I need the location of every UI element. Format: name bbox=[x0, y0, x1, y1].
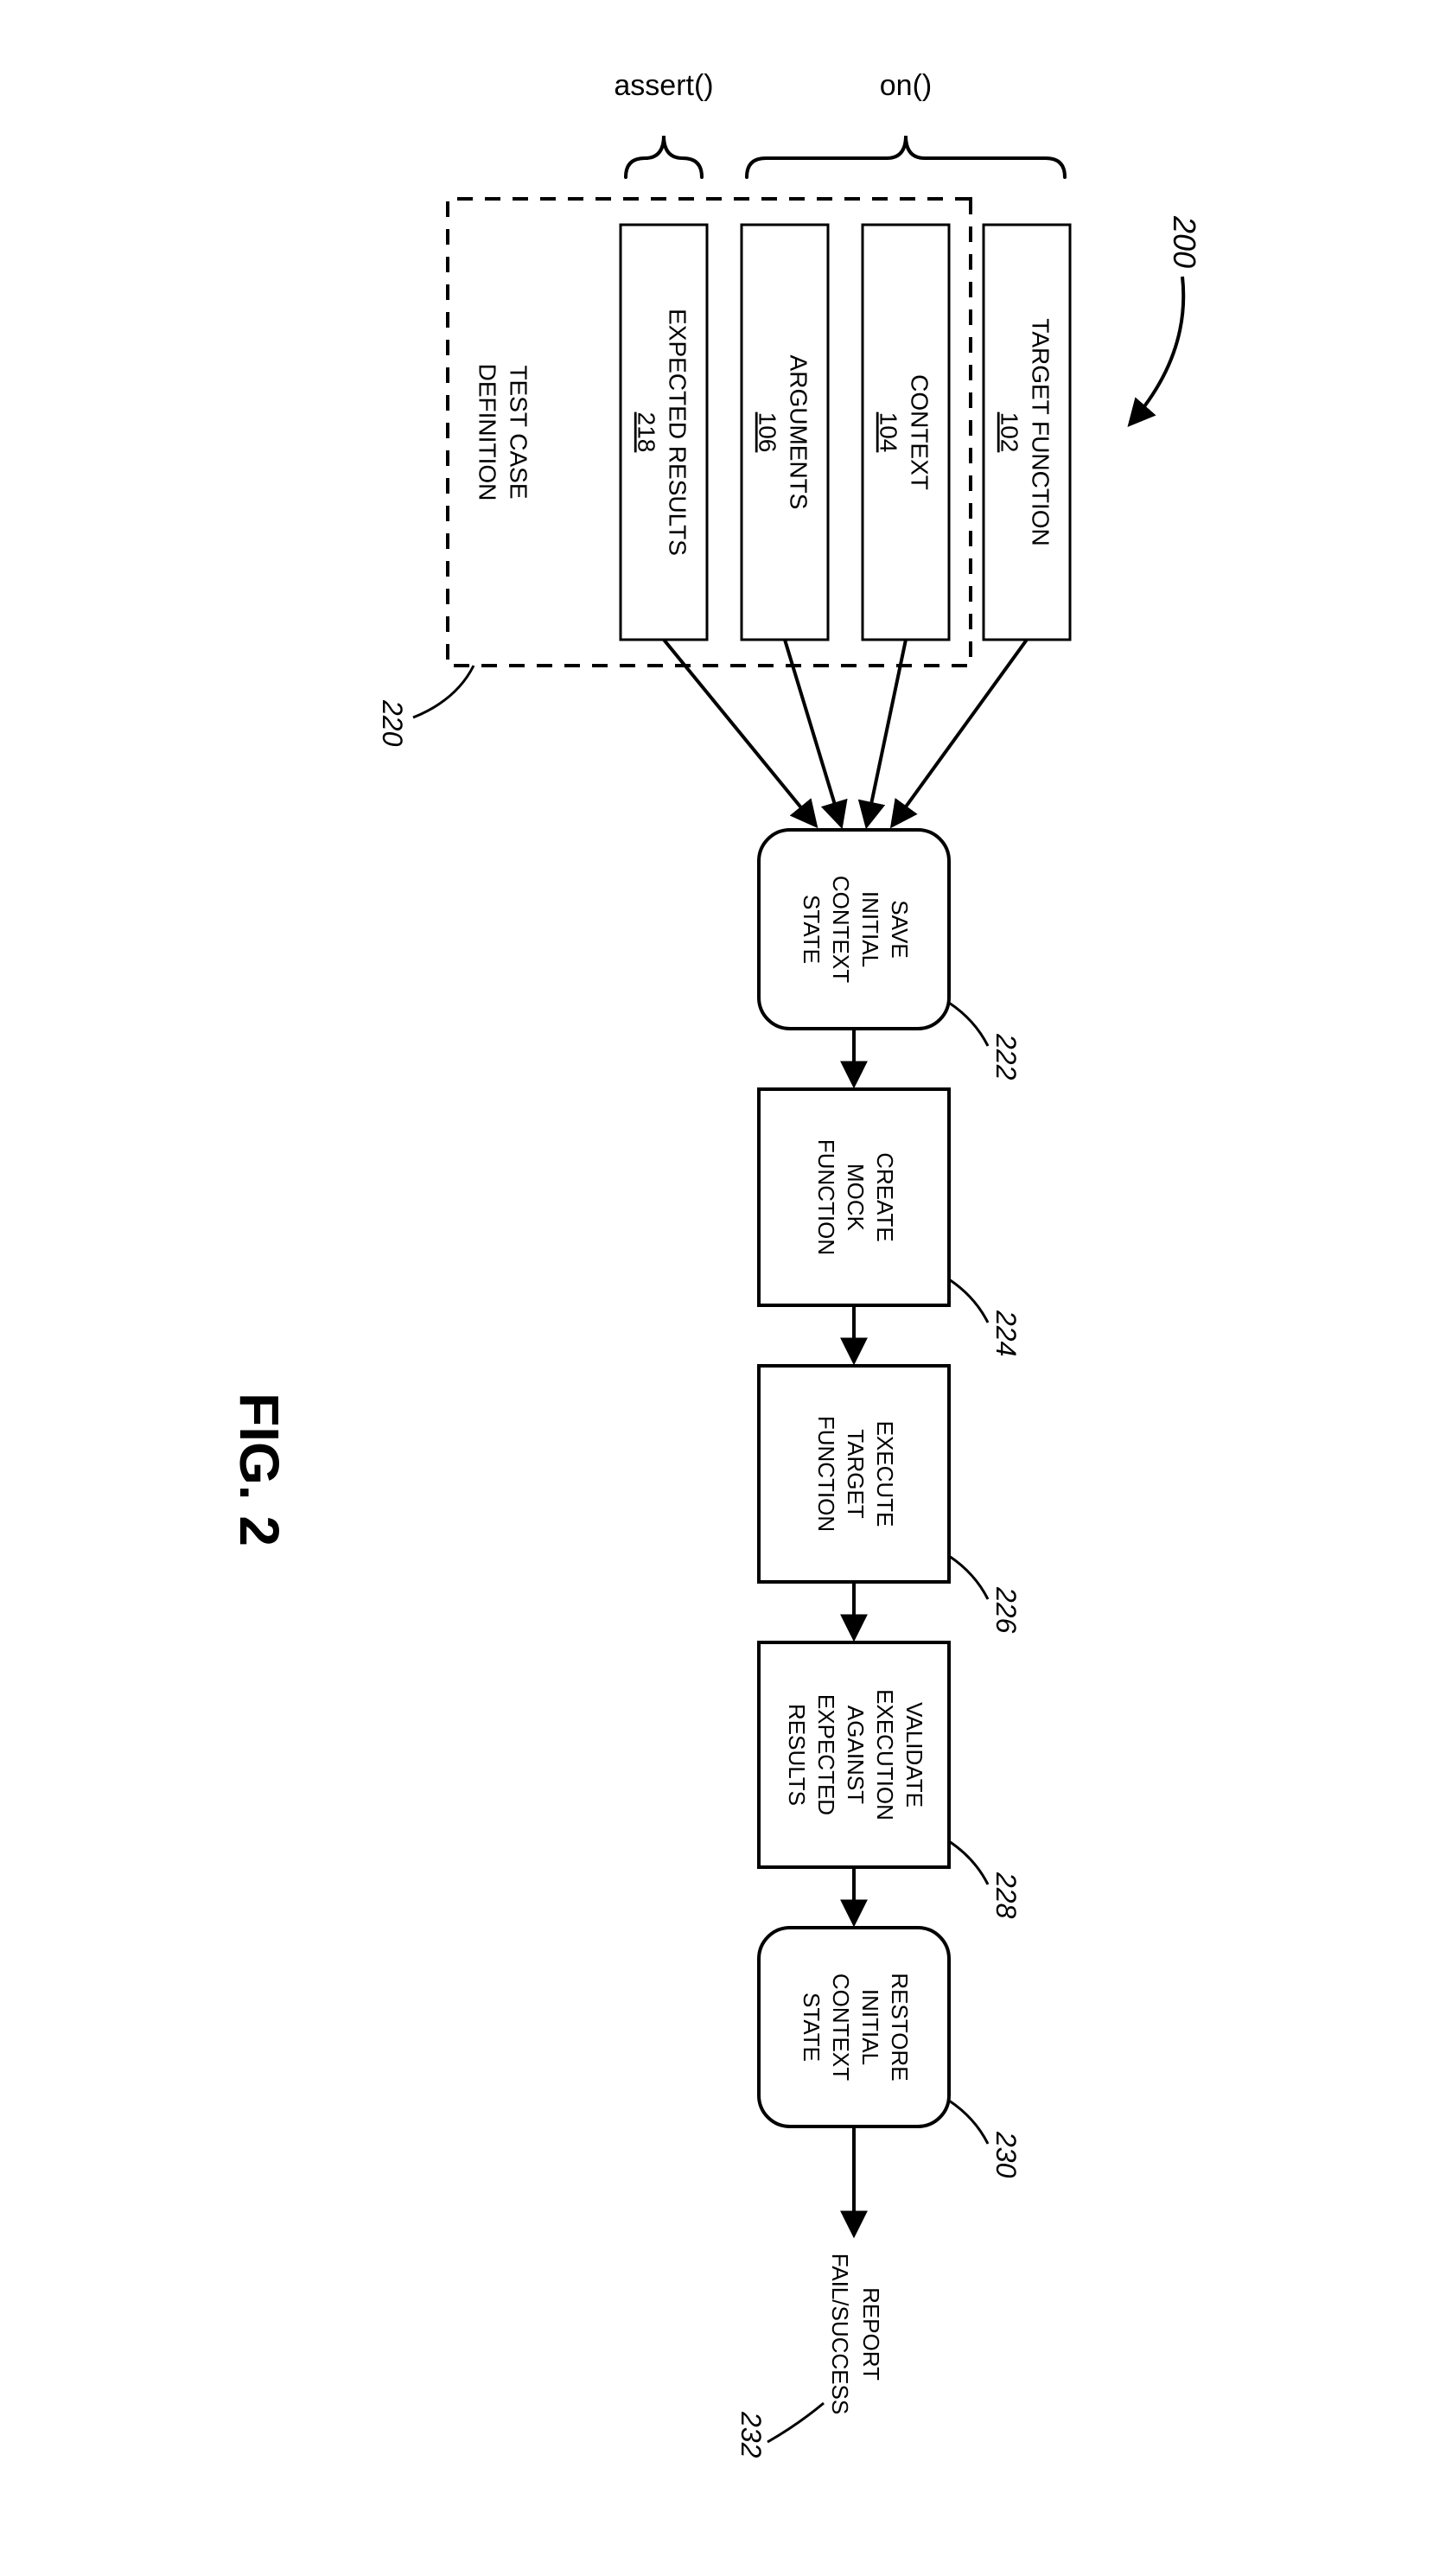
assert-label: assert() bbox=[614, 69, 713, 102]
save-state-box-line-4: STATE bbox=[799, 895, 825, 964]
brace-on bbox=[747, 136, 1065, 177]
restore-state-box-line-1: RESTORE bbox=[887, 1973, 913, 2081]
restore-state-box-ref: 230 bbox=[990, 2131, 1022, 2178]
figure-label: FIG. 2 bbox=[228, 1393, 290, 1546]
report-ref-leader bbox=[767, 2403, 824, 2442]
restore-state-box-line-3: CONTEXT bbox=[828, 1973, 854, 2081]
target-function-box-title: TARGET FUNCTION bbox=[1028, 318, 1054, 545]
create-mock-box-line-1: CREATE bbox=[872, 1152, 898, 1242]
execute-target-box-ref-leader bbox=[949, 1556, 988, 1599]
validate-box-ref-leader bbox=[949, 1841, 988, 1884]
validate-box-line-4: EXPECTED bbox=[813, 1694, 839, 1815]
create-mock-box-ref-leader bbox=[949, 1279, 988, 1323]
create-mock-box-line-2: MOCK bbox=[843, 1164, 869, 1232]
execute-target-box-ref: 226 bbox=[990, 1586, 1022, 1634]
report-line-2: FAIL/SUCCESS bbox=[827, 2254, 853, 2414]
execute-target-box-line-1: EXECUTE bbox=[872, 1421, 898, 1527]
ref-220-leader bbox=[413, 666, 474, 717]
test-case-definition-label-1: TEST CASE bbox=[506, 365, 532, 499]
save-state-box-line-1: SAVE bbox=[887, 900, 913, 958]
context-box-ref: 104 bbox=[876, 412, 902, 453]
ref-200-arrow bbox=[1130, 277, 1183, 424]
create-mock-box-line-3: FUNCTION bbox=[813, 1139, 839, 1255]
arguments-box-ref: 106 bbox=[755, 412, 781, 453]
validate-box-line-3: AGAINST bbox=[843, 1706, 869, 1804]
target-function-box-ref: 102 bbox=[997, 412, 1023, 453]
report-ref: 232 bbox=[736, 2411, 767, 2458]
on-label: on() bbox=[880, 69, 932, 102]
report-line-1: REPORT bbox=[858, 2287, 884, 2381]
in-arrow-context bbox=[867, 640, 906, 825]
create-mock-box-ref: 224 bbox=[990, 1310, 1022, 1356]
save-state-box-ref: 222 bbox=[990, 1033, 1022, 1081]
restore-state-box-line-4: STATE bbox=[799, 1993, 825, 2062]
validate-box-line-1: VALIDATE bbox=[901, 1702, 927, 1808]
ref-200: 200 bbox=[1167, 215, 1202, 268]
save-state-box-line-3: CONTEXT bbox=[828, 876, 854, 983]
validate-box-line-2: EXECUTION bbox=[872, 1689, 898, 1820]
expected-results-box-title: EXPECTED RESULTS bbox=[665, 309, 691, 556]
restore-state-box-ref-leader bbox=[949, 2101, 988, 2144]
restore-state-box-line-2: INITIAL bbox=[857, 1989, 883, 2065]
brace-assert bbox=[626, 136, 702, 177]
ref-220: 220 bbox=[377, 699, 408, 747]
execute-target-box-line-2: TARGET bbox=[843, 1429, 869, 1519]
context-box-title: CONTEXT bbox=[907, 374, 933, 490]
execute-target-box-line-3: FUNCTION bbox=[813, 1416, 839, 1532]
validate-box-line-5: RESULTS bbox=[784, 1704, 810, 1806]
save-state-box-line-2: INITIAL bbox=[857, 891, 883, 967]
arguments-box-title: ARGUMENTS bbox=[786, 355, 812, 510]
validate-box-ref: 228 bbox=[990, 1871, 1022, 1919]
expected-results-box-ref: 218 bbox=[634, 412, 660, 453]
in-arrow-target-function bbox=[893, 640, 1027, 825]
test-case-definition-label-2: DEFINITION bbox=[474, 364, 501, 501]
save-state-box-ref-leader bbox=[949, 1003, 988, 1046]
